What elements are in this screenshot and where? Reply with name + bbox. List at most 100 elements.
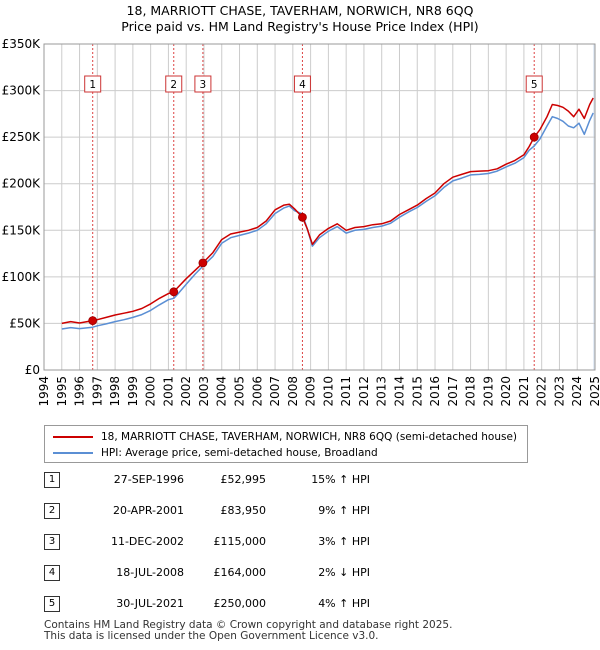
- future-shade-rect: [593, 44, 595, 370]
- table-row: 5 30-JUL-2021 £250,000 4% ↑ HPI: [44, 596, 464, 614]
- table-row: 3 11-DEC-2002 £115,000 3% ↑ HPI: [44, 534, 464, 552]
- y-tick-label: £200K: [2, 177, 42, 191]
- sale-marker-number: 3: [200, 79, 207, 91]
- sale-hpi-diff: 15% ↑ HPI: [311, 473, 370, 486]
- sale-marker-box: [293, 75, 311, 93]
- x-tick-label: 2018: [464, 376, 478, 407]
- footer-copyright: Contains HM Land Registry data © Crown c…: [44, 619, 453, 631]
- legend-label-property: 18, MARRIOTT CHASE, TAVERHAM, NORWICH, N…: [101, 431, 518, 443]
- x-tick-label: 2006: [250, 376, 264, 407]
- x-tick-label: 2007: [268, 376, 282, 407]
- sale-marker-box: [165, 75, 183, 93]
- legend-item-hpi: HPI: Average price, semi-detached house,…: [53, 445, 378, 461]
- sale-point: [298, 212, 307, 222]
- x-tick-label: 2014: [392, 376, 406, 407]
- x-tick-label: 2009: [304, 376, 318, 407]
- x-tick-label: 1997: [90, 376, 104, 407]
- x-tick-label: 2021: [517, 376, 531, 407]
- table-row: 2 20-APR-2001 £83,950 9% ↑ HPI: [44, 503, 464, 521]
- legend-item-property: 18, MARRIOTT CHASE, TAVERHAM, NORWICH, N…: [53, 429, 517, 445]
- legend-swatch-hpi: [53, 452, 93, 454]
- x-tick-label: 2024: [570, 376, 584, 407]
- sale-number-badge: 1: [44, 472, 60, 488]
- x-tick-label: 2001: [161, 376, 175, 407]
- sale-hpi-diff: 9% ↑ HPI: [318, 504, 370, 517]
- series-lines: [61, 97, 594, 330]
- sale-marker-labels: 1 2 3 4 5: [84, 75, 543, 93]
- sale-marker-box: [525, 75, 543, 93]
- sale-price: £164,000: [213, 566, 267, 579]
- x-tick-label: 2010: [321, 376, 335, 407]
- x-tick-label: 2023: [552, 376, 566, 407]
- x-tick-label: 2005: [233, 376, 247, 407]
- chart-title-line2: Price paid vs. HM Land Registry's House …: [121, 19, 479, 34]
- x-tick-label: 2004: [215, 376, 229, 407]
- sale-marker-number: 1: [89, 79, 96, 91]
- sale-point: [529, 132, 539, 142]
- sale-marker-lines: [92, 44, 535, 370]
- sale-date: 11-DEC-2002: [110, 535, 184, 548]
- x-tick-label: 2025: [588, 376, 600, 407]
- x-tick-label: 2022: [535, 376, 549, 407]
- legend-swatch-property: [53, 436, 93, 438]
- plot-frame: [43, 43, 596, 371]
- sale-marker-number: 5: [531, 79, 538, 91]
- y-tick-label: £300K: [2, 84, 42, 98]
- x-tick-label: 2020: [499, 376, 513, 407]
- sale-date: 27-SEP-1996: [113, 473, 184, 486]
- sale-marker-number: 4: [299, 79, 306, 91]
- y-tick-label: £0: [25, 363, 40, 377]
- y-tick-label: £350K: [2, 37, 42, 51]
- chart-title-line1: 18, MARRIOTT CHASE, TAVERHAM, NORWICH, N…: [126, 3, 474, 18]
- sale-price: £115,000: [213, 535, 267, 548]
- y-tick-label: £150K: [2, 223, 42, 237]
- sale-number-badge: 5: [44, 596, 60, 612]
- sale-marker-number: 2: [170, 79, 177, 91]
- chart-title: 18, MARRIOTT CHASE, TAVERHAM, NORWICH, N…: [0, 3, 600, 35]
- x-tick-label: 2017: [446, 376, 460, 407]
- sale-date: 30-JUL-2021: [116, 597, 184, 610]
- sale-hpi-diff: 2% ↓ HPI: [318, 566, 370, 579]
- sale-marker-box: [84, 75, 102, 93]
- sale-number-badge: 4: [44, 565, 60, 581]
- sale-point: [169, 287, 179, 297]
- sale-number-badge: 2: [44, 503, 60, 519]
- future-shade: [593, 44, 595, 370]
- sale-number-badge: 3: [44, 534, 60, 550]
- sale-point: [88, 316, 98, 326]
- footer: Contains HM Land Registry data © Crown c…: [44, 620, 452, 642]
- hpi-line: [61, 112, 594, 330]
- sale-marker-box: [194, 75, 212, 93]
- x-tick-label: 1996: [73, 376, 87, 407]
- sale-hpi-diff: 3% ↑ HPI: [318, 535, 370, 548]
- x-tick-label: 2016: [428, 376, 442, 407]
- table-row: 1 27-SEP-1996 £52,995 15% ↑ HPI: [44, 472, 464, 490]
- x-tick-label: 2011: [339, 376, 353, 407]
- sale-price: £83,950: [220, 504, 267, 517]
- y-tick-label: £50K: [9, 316, 41, 330]
- footer-licence: This data is licensed under the Open Gov…: [44, 630, 379, 642]
- x-tick-label: 2002: [179, 376, 193, 407]
- x-tick-label: 1998: [108, 376, 122, 407]
- x-tick-label: 2003: [197, 376, 211, 407]
- legend: 18, MARRIOTT CHASE, TAVERHAM, NORWICH, N…: [44, 425, 528, 463]
- sale-price: £52,995: [220, 473, 267, 486]
- table-row: 4 18-JUL-2008 £164,000 2% ↓ HPI: [44, 565, 464, 583]
- x-tick-label: 1994: [37, 376, 51, 407]
- x-tick-label: 2013: [375, 376, 389, 407]
- sale-price: £250,000: [213, 597, 267, 610]
- y-axis-ticks: £0 £50K £100K £150K £200K £250K £300K £350K: [2, 37, 42, 377]
- sale-date: 18-JUL-2008: [116, 566, 184, 579]
- sale-date: 20-APR-2001: [112, 504, 184, 517]
- y-tick-label: £100K: [2, 270, 42, 284]
- x-tick-label: 1995: [55, 376, 69, 407]
- grid-lines: [43, 43, 596, 371]
- property-price-line: [61, 97, 594, 325]
- x-tick-label: 2008: [286, 376, 300, 407]
- sale-point: [198, 258, 208, 268]
- x-tick-label: 2015: [410, 376, 424, 407]
- y-tick-label: £250K: [2, 130, 42, 144]
- x-tick-label: 2012: [357, 376, 371, 407]
- x-axis-ticks: 1994 1995 1996 1997 1998 1999 2000 2001 2002 2003…: [37, 376, 600, 407]
- x-tick-label: 2019: [481, 376, 495, 407]
